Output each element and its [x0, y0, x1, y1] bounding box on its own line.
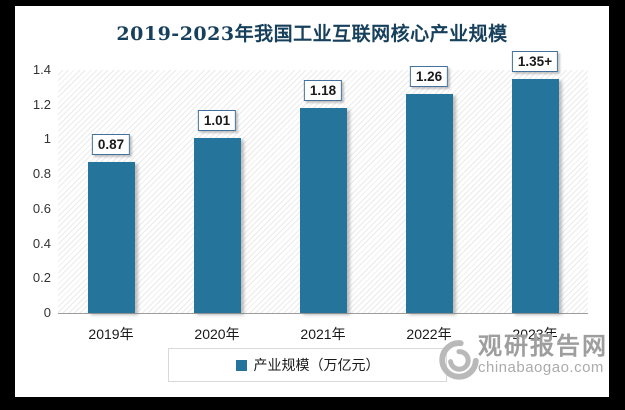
- watermark-name: 观研报告网: [478, 333, 608, 360]
- bar: [193, 137, 241, 313]
- x-axis-label: 2019年: [88, 326, 134, 342]
- x-axis-label: 2022年: [406, 326, 452, 342]
- bar-value-label: 1.35+: [511, 50, 559, 72]
- y-tick-label: 0.2: [32, 270, 51, 286]
- bar-value-label: 1.01: [197, 109, 237, 131]
- chart-title: 2019-2023年我国工业互联网核心产业规模: [116, 23, 508, 45]
- x-axis-label: 2021年: [300, 326, 346, 342]
- y-tick-label: 1.4: [32, 62, 51, 77]
- bar-value-label: 0.87: [91, 133, 131, 155]
- y-tick-label: 0: [43, 305, 51, 320]
- bar: [299, 108, 347, 313]
- bar-value-label: 1.26: [409, 66, 449, 88]
- y-tick-label: 0.6: [32, 200, 51, 216]
- y-tick-label: 1.2: [32, 96, 51, 112]
- bar: [87, 162, 135, 313]
- legend-marker-square-icon: [235, 359, 247, 371]
- legend-box: 产业规模（万亿元）: [168, 348, 447, 382]
- plot-area: [58, 70, 588, 314]
- watermark-swirl-icon: [439, 340, 479, 380]
- bar: [511, 78, 559, 313]
- watermark-url: chinabaogao.com: [478, 359, 604, 376]
- watermark-text-block: 观研报告网 chinabaogao.com: [478, 334, 608, 376]
- chart-canvas: 2019-2023年我国工业互联网核心产业规模 产业规模（万亿元） 观研报告网 …: [15, 6, 609, 397]
- y-tick-label: 0.8: [32, 166, 51, 182]
- y-tick-label: 0.4: [32, 235, 51, 251]
- legend-label: 产业规模（万亿元）: [253, 357, 380, 373]
- x-axis-label: 2023年: [512, 326, 558, 342]
- bar: [405, 94, 453, 313]
- y-tick-label: 1: [43, 131, 51, 147]
- watermark: 观研报告网 chinabaogao.com: [438, 334, 608, 382]
- x-axis-label: 2020年: [194, 326, 240, 342]
- bar-value-label: 1.18: [303, 80, 343, 102]
